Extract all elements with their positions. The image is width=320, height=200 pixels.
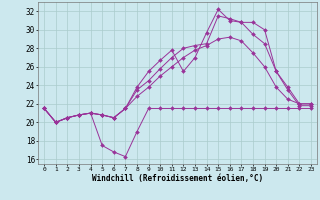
X-axis label: Windchill (Refroidissement éolien,°C): Windchill (Refroidissement éolien,°C)	[92, 174, 263, 183]
